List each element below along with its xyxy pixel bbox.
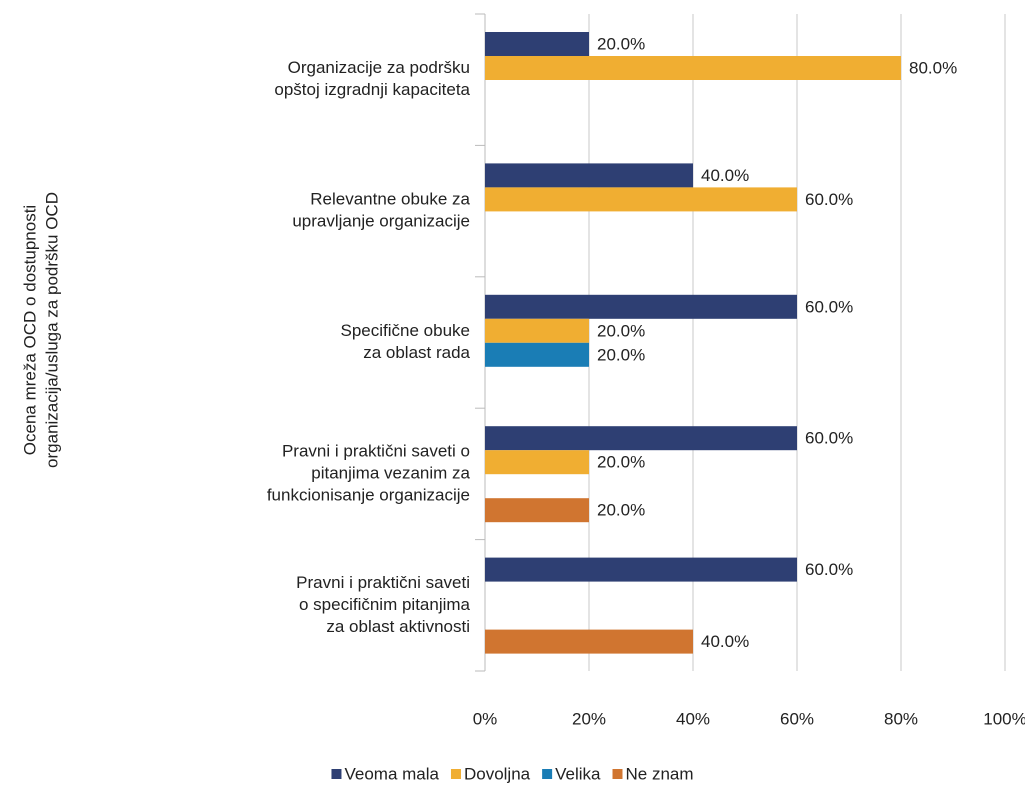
bar: [485, 629, 693, 654]
legend-swatch: [612, 769, 623, 779]
category-label: pitanjima vezanim za: [311, 463, 470, 482]
bar: [485, 450, 589, 475]
x-tick-label: 100%: [983, 709, 1025, 728]
category-label: za oblast aktivnosti: [326, 617, 470, 636]
bar: [485, 187, 797, 212]
data-label: 20.0%: [597, 453, 645, 472]
legend-label: Ne znam: [626, 764, 694, 783]
category-label: Organizacije za podršku: [288, 58, 470, 77]
legend-swatch: [450, 769, 461, 779]
bar: [485, 498, 589, 523]
category-label: Relevantne obuke za: [310, 190, 470, 209]
bar: [485, 318, 589, 343]
y-axis-title-line: Ocena mreža OCD o dostupnosti: [20, 205, 39, 455]
x-tick-label: 60%: [780, 709, 814, 728]
data-label: 40.0%: [701, 166, 749, 185]
legend-swatch: [542, 769, 553, 779]
x-tick-label: 0%: [473, 709, 498, 728]
data-label: 80.0%: [909, 58, 957, 77]
x-tick-label: 20%: [572, 709, 606, 728]
y-axis-title-line: organizacija/usluga za podršku OCD: [42, 192, 61, 468]
data-label: 20.0%: [597, 345, 645, 364]
category-label: za oblast rada: [363, 343, 470, 362]
data-label: 60.0%: [805, 297, 853, 316]
category-label: Specifične obuke: [341, 321, 470, 340]
category-label: o specifičnim pitanjima: [299, 595, 471, 614]
y-axis-title: Ocena mreža OCD o dostupnosti organizacij…: [20, 192, 61, 468]
bar: [485, 163, 693, 188]
bar: [485, 294, 797, 319]
data-label: 40.0%: [701, 632, 749, 651]
x-tick-label: 80%: [884, 709, 918, 728]
category-label: opštoj izgradnji kapaciteta: [274, 80, 470, 99]
bar: [485, 56, 901, 80]
data-label: 20.0%: [597, 501, 645, 520]
category-label: Pravni i praktični saveti: [296, 573, 470, 592]
data-label: 20.0%: [597, 321, 645, 340]
bar: [485, 342, 589, 367]
data-label: 20.0%: [597, 34, 645, 53]
data-label: 60.0%: [805, 560, 853, 579]
legend-label: Dovoljna: [464, 764, 531, 783]
bar: [485, 32, 589, 56]
legend: Veoma mala Dovoljna Velika Ne znam: [331, 764, 694, 783]
bar: [485, 426, 797, 451]
category-label: Pravni i praktični saveti o: [282, 441, 470, 460]
legend-swatch: [331, 769, 342, 779]
category-label: upravljanje organizacije: [292, 212, 470, 231]
legend-label: Velika: [555, 764, 601, 783]
bar: [485, 557, 797, 582]
data-label: 60.0%: [805, 429, 853, 448]
data-label: 60.0%: [805, 190, 853, 209]
legend-label: Veoma mala: [344, 764, 439, 783]
x-tick-label: 40%: [676, 709, 710, 728]
category-label: funkcionisanje organizacije: [267, 485, 470, 504]
